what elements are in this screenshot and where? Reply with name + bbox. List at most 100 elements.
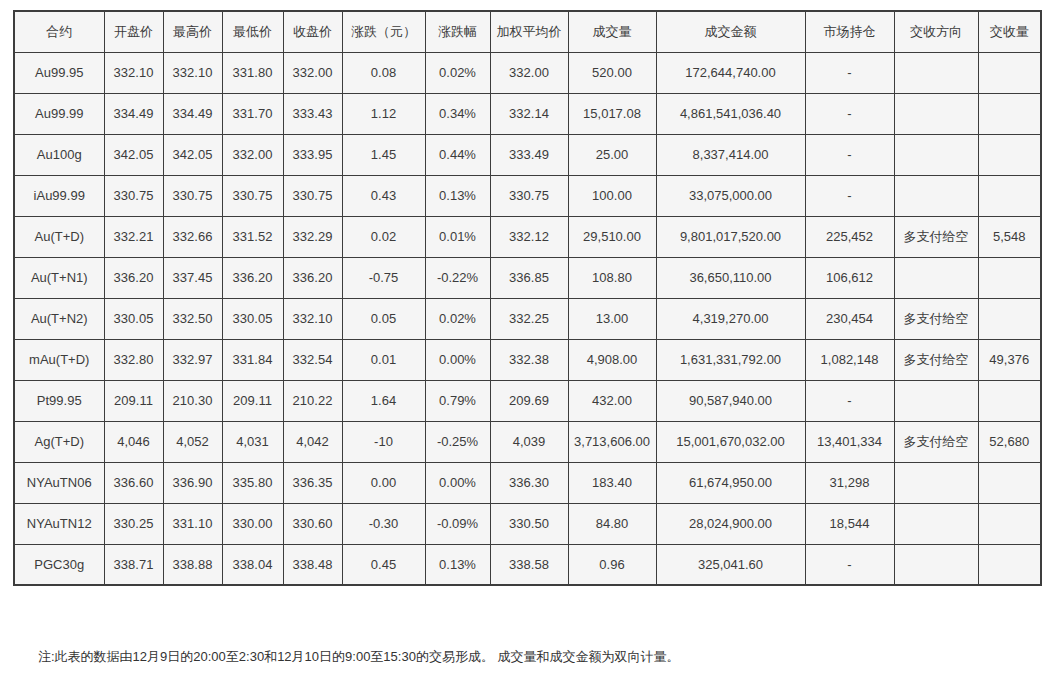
table-cell: 325,041.60 — [656, 544, 805, 585]
table-cell: 29,510.00 — [568, 216, 656, 257]
table-cell: 342.05 — [163, 134, 222, 175]
table-row: NYAuTN12330.25331.10330.00330.60-0.30-0.… — [14, 503, 1041, 544]
column-header: 收盘价 — [283, 11, 342, 52]
table-row: Ag(T+D)4,0464,0524,0314,042-10-0.25%4,03… — [14, 421, 1041, 462]
table-cell: 337.45 — [163, 257, 222, 298]
table-cell: 330.05 — [222, 298, 283, 339]
table-cell: 336.35 — [283, 462, 342, 503]
table-cell: 3,713,606.00 — [568, 421, 656, 462]
table-cell: 332.54 — [283, 339, 342, 380]
column-header: 成交量 — [568, 11, 656, 52]
table-cell: -10 — [342, 421, 425, 462]
table-row: Au(T+D)332.21332.66331.52332.290.020.01%… — [14, 216, 1041, 257]
table-cell: - — [805, 380, 894, 421]
table-cell — [894, 93, 978, 134]
table-cell: 336.20 — [104, 257, 163, 298]
table-cell: 332.00 — [283, 52, 342, 93]
table-cell: 15,001,670,032.00 — [656, 421, 805, 462]
table-cell: 1.45 — [342, 134, 425, 175]
table-cell — [978, 52, 1041, 93]
table-cell: - — [805, 52, 894, 93]
table-cell: 336.20 — [222, 257, 283, 298]
table-cell: 330.75 — [490, 175, 568, 216]
table-cell: 4,031 — [222, 421, 283, 462]
table-row: Au99.95332.10332.10331.80332.000.080.02%… — [14, 52, 1041, 93]
table-cell: 338.58 — [490, 544, 568, 585]
table-row: NYAuTN06336.60336.90335.80336.350.000.00… — [14, 462, 1041, 503]
table-cell: 100.00 — [568, 175, 656, 216]
table-cell: 28,024,900.00 — [656, 503, 805, 544]
table-cell — [978, 134, 1041, 175]
table-cell: 0.08 — [342, 52, 425, 93]
table-row: iAu99.99330.75330.75330.75330.750.430.13… — [14, 175, 1041, 216]
column-header: 最低价 — [222, 11, 283, 52]
column-header: 涨跌幅 — [425, 11, 490, 52]
table-cell: 0.00 — [342, 462, 425, 503]
table-cell: 0.00% — [425, 462, 490, 503]
table-cell: 334.49 — [163, 93, 222, 134]
table-cell: 330.75 — [283, 175, 342, 216]
table-cell: 0.05 — [342, 298, 425, 339]
table-cell: 331.10 — [163, 503, 222, 544]
table-cell: 336.90 — [163, 462, 222, 503]
market-quotes-table: 合约开盘价最高价最低价收盘价涨跌（元）涨跌幅加权平均价成交量成交金额市场持仓交收… — [13, 10, 1042, 586]
table-cell: - — [805, 544, 894, 585]
table-cell: 225,452 — [805, 216, 894, 257]
table-cell: - — [805, 175, 894, 216]
table-cell — [894, 175, 978, 216]
table-cell: 333.49 — [490, 134, 568, 175]
table-cell: 4,039 — [490, 421, 568, 462]
table-cell: 49,376 — [978, 339, 1041, 380]
table-cell: 330.75 — [104, 175, 163, 216]
table-cell: 331.52 — [222, 216, 283, 257]
table-cell: 0.02% — [425, 52, 490, 93]
column-header: 成交金额 — [656, 11, 805, 52]
table-cell: 36,650,110.00 — [656, 257, 805, 298]
contract-cell: mAu(T+D) — [14, 339, 104, 380]
contract-cell: Au100g — [14, 134, 104, 175]
table-cell: 0.01% — [425, 216, 490, 257]
column-header: 合约 — [14, 11, 104, 52]
column-header: 最高价 — [163, 11, 222, 52]
table-cell: 8,337,414.00 — [656, 134, 805, 175]
table-cell: 1.12 — [342, 93, 425, 134]
table-cell — [978, 257, 1041, 298]
table-cell — [894, 380, 978, 421]
table-cell: 183.40 — [568, 462, 656, 503]
table-cell: 106,612 — [805, 257, 894, 298]
table-cell: 0.45 — [342, 544, 425, 585]
table-cell — [978, 298, 1041, 339]
table-cell: 332.14 — [490, 93, 568, 134]
table-cell: 1,631,331,792.00 — [656, 339, 805, 380]
contract-cell: Au99.99 — [14, 93, 104, 134]
table-row: Pt99.95209.11210.30209.11210.221.640.79%… — [14, 380, 1041, 421]
table-cell: 210.22 — [283, 380, 342, 421]
table-row: mAu(T+D)332.80332.97331.84332.540.010.00… — [14, 339, 1041, 380]
table-cell: 13.00 — [568, 298, 656, 339]
contract-cell: NYAuTN12 — [14, 503, 104, 544]
column-header: 加权平均价 — [490, 11, 568, 52]
table-cell: 332.38 — [490, 339, 568, 380]
table-cell: -0.75 — [342, 257, 425, 298]
table-cell: - — [805, 93, 894, 134]
market-data-page: 合约开盘价最高价最低价收盘价涨跌（元）涨跌幅加权平均价成交量成交金额市场持仓交收… — [0, 0, 1053, 676]
table-cell: 334.49 — [104, 93, 163, 134]
table-cell: 多支付给空 — [894, 298, 978, 339]
table-cell — [978, 380, 1041, 421]
table-cell: 335.80 — [222, 462, 283, 503]
table-cell: 330.50 — [490, 503, 568, 544]
table-cell — [894, 52, 978, 93]
table-cell — [894, 544, 978, 585]
table-cell: 336.30 — [490, 462, 568, 503]
table-cell: 330.05 — [104, 298, 163, 339]
contract-cell: Au(T+D) — [14, 216, 104, 257]
table-cell: 31,298 — [805, 462, 894, 503]
table-cell: 330.75 — [222, 175, 283, 216]
table-cell: 0.02% — [425, 298, 490, 339]
table-cell: 4,319,270.00 — [656, 298, 805, 339]
table-cell: 0.02 — [342, 216, 425, 257]
table-cell: 332.29 — [283, 216, 342, 257]
table-cell: 338.48 — [283, 544, 342, 585]
table-cell: 333.43 — [283, 93, 342, 134]
table-cell: 332.00 — [490, 52, 568, 93]
